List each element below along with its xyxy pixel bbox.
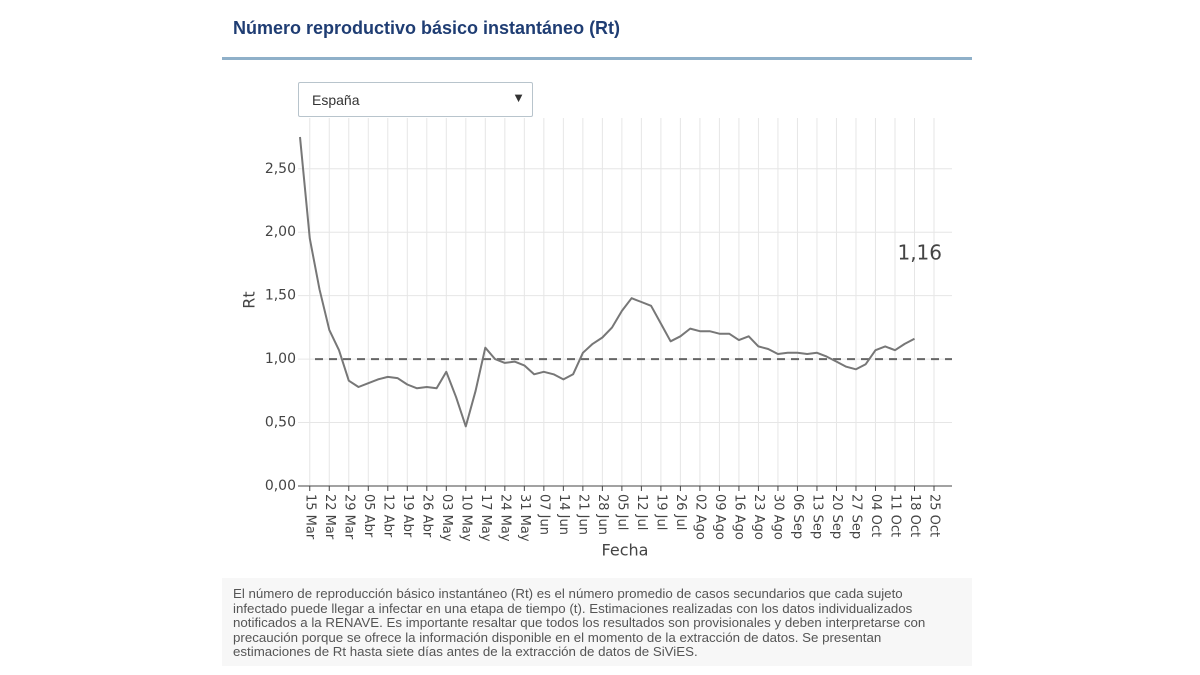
x-tick-label: 19 Jul <box>653 494 668 530</box>
x-tick-label: 27 Sep <box>848 494 863 539</box>
dropdown-value: España <box>312 92 360 108</box>
rt-line <box>299 136 915 428</box>
x-tick-label: 13 Sep <box>809 494 824 539</box>
x-tick-label: 30 Ago <box>770 494 785 540</box>
x-tick-label: 21 Jun <box>575 494 590 535</box>
x-tick-label: 28 Jun <box>595 494 610 535</box>
x-tick-label: 04 Oct <box>868 494 883 537</box>
x-tick-label: 22 Mar <box>322 494 337 540</box>
x-axis-title: Fecha <box>602 541 649 560</box>
page-title: Número reproductivo básico instantáneo (… <box>233 18 621 38</box>
x-tick-label: 12 Abr <box>380 494 395 538</box>
y-tick-label: 0,50 <box>265 415 296 431</box>
y-axis-title: Rt <box>240 291 259 308</box>
x-tick-label: 19 Abr <box>400 494 415 538</box>
x-tick-label: 15 Mar <box>302 494 317 540</box>
x-tick-label: 29 Mar <box>341 494 356 540</box>
dropdown-arrow: ▼ <box>512 90 525 105</box>
x-tick-label: 03 May <box>439 494 454 542</box>
x-tick-label: 07 Jun <box>536 494 551 535</box>
chart: 15 Mar 22 Mar 29 Mar 05 Abr 12 Abr 19 Abr 26 A… <box>240 118 952 560</box>
x-tick-label: 25 Oct <box>927 494 942 537</box>
y-tick-label: 0,00 <box>265 478 296 494</box>
x-tick-label: 09 Ago <box>712 494 727 540</box>
footnote: El número de reproducción básico instant… <box>222 578 972 666</box>
y-tick-label: 1,50 <box>265 288 296 304</box>
x-tick-label: 23 Ago <box>751 494 766 540</box>
x-tick-label: 11 Oct <box>887 494 902 537</box>
y-tick-label: 1,00 <box>265 351 296 367</box>
x-tick-label: 26 Jul <box>673 494 688 530</box>
x-tick-label: 18 Oct <box>907 494 922 537</box>
title-rule <box>222 57 972 60</box>
x-tick-label: 05 Jul <box>614 494 629 530</box>
x-tick-label: 17 May <box>478 494 493 542</box>
end-label: 1,16 <box>897 240 942 264</box>
y-tick-label: 2,00 <box>265 224 296 240</box>
x-tick-label: 05 Abr <box>361 494 376 538</box>
x-tick-label: 06 Sep <box>790 494 805 539</box>
y-tick-label: 2,50 <box>265 161 296 177</box>
region-dropdown[interactable]: España ▼ <box>298 82 533 117</box>
x-tick-label: 31 May <box>517 494 532 542</box>
x-tick-label: 26 Abr <box>419 494 434 538</box>
x-tick-label: 10 May <box>458 494 473 542</box>
x-tick-label: 12 Jul <box>634 494 649 530</box>
x-tick-label: 24 May <box>497 494 512 542</box>
x-tick-label: 16 Ago <box>731 494 746 540</box>
x-tick-label: 14 Jun <box>556 494 571 535</box>
x-tick-label: 20 Sep <box>829 494 844 539</box>
x-tick-label: 02 Ago <box>692 494 707 540</box>
